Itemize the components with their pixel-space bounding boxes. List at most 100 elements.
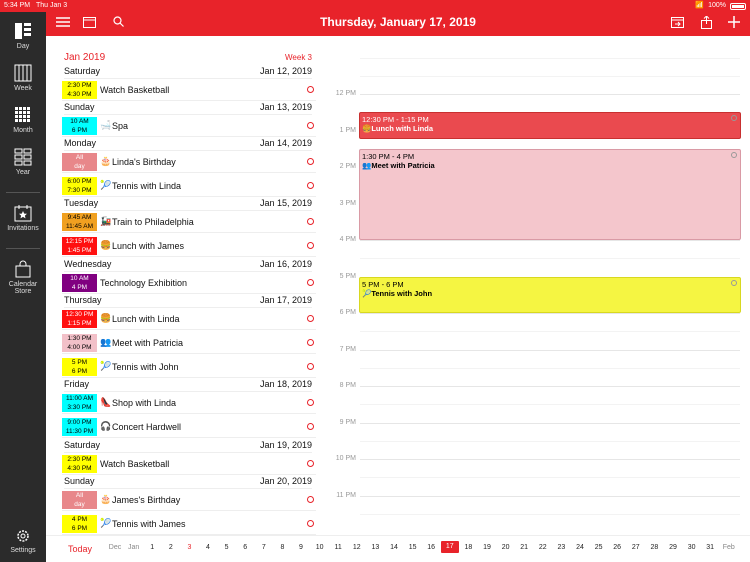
date-strip-day[interactable]: 27 bbox=[631, 544, 640, 551]
date-strip-day[interactable]: 26 bbox=[613, 544, 622, 551]
agenda-event-row[interactable]: 4 PM 6 PM 🎾 Tennis with James bbox=[62, 513, 316, 535]
event-end: 6 PM bbox=[71, 367, 88, 375]
date-strip-day[interactable]: 25 bbox=[594, 544, 603, 551]
close-icon[interactable] bbox=[731, 115, 737, 121]
date-strip-day[interactable]: 2 bbox=[168, 544, 173, 551]
month-view-icon bbox=[15, 107, 30, 122]
sidebar-item-week[interactable]: Week bbox=[0, 64, 46, 92]
timeline-event[interactable]: 5 PM - 6 PM 🎾Tennis with John bbox=[359, 277, 741, 313]
agenda-event-row[interactable]: 11:00 AM 3:30 PM 👠 Shop with Linda bbox=[62, 392, 316, 414]
sidebar-item-calendar-store[interactable]: Calendar Store bbox=[0, 260, 46, 295]
date-strip-day[interactable]: 19 bbox=[483, 544, 491, 551]
calendar-icon[interactable] bbox=[83, 16, 96, 28]
agenda-event-row[interactable]: 12:15 PM 1:45 PM 🍔 Lunch with James bbox=[62, 235, 316, 257]
search-icon[interactable] bbox=[113, 16, 124, 27]
hour-label: 2 PM bbox=[339, 163, 356, 170]
recurring-icon bbox=[307, 520, 314, 527]
recurring-icon bbox=[307, 315, 314, 322]
date-strip-day[interactable]: 6 bbox=[243, 544, 248, 551]
timeline-event-title: 🎾Tennis with John bbox=[362, 289, 738, 298]
sidebar-item-invitations[interactable]: Invitations bbox=[0, 204, 46, 232]
agenda-event-row[interactable]: 10 AM 4 PM Technology Exhibition bbox=[62, 272, 316, 294]
event-time-badge: 2:30 PM 4:30 PM bbox=[62, 455, 97, 473]
sidebar-item-label: Day bbox=[16, 43, 30, 50]
date-strip-day[interactable]: 7 bbox=[261, 544, 266, 551]
date-strip-day[interactable]: 31 bbox=[706, 544, 715, 551]
timeline-event[interactable]: 12:30 PM - 1:15 PM 🍔Lunch with Linda bbox=[359, 112, 741, 139]
event-time-badge: All day bbox=[62, 491, 97, 509]
agenda-event-row[interactable]: 6:00 PM 7:30 PM 🎾 Tennis with Linda bbox=[62, 175, 316, 197]
share-icon[interactable] bbox=[701, 16, 712, 29]
date-strip-day[interactable]: Feb bbox=[722, 544, 735, 551]
hour-label: 9 PM bbox=[339, 418, 356, 426]
date-strip-day[interactable]: 17 bbox=[440, 541, 459, 553]
event-start: 2:30 PM bbox=[67, 456, 92, 463]
battery-percent: 100% bbox=[708, 2, 726, 9]
day-name: Wednesday bbox=[64, 259, 112, 269]
agenda-event-row[interactable]: 9:45 AM 11:45 AM 🚂 Train to Philadelphia bbox=[62, 211, 316, 233]
date-strip-day[interactable]: 10 bbox=[315, 544, 324, 551]
date-strip-day[interactable]: 21 bbox=[520, 544, 529, 551]
date-strip-day[interactable]: 28 bbox=[650, 544, 659, 551]
day-name: Sunday bbox=[64, 102, 95, 112]
day-date: Jan 19, 2019 bbox=[259, 440, 312, 450]
event-end: 6 PM bbox=[71, 524, 88, 532]
sidebar-divider bbox=[6, 248, 40, 249]
today-button[interactable]: Today bbox=[68, 544, 93, 554]
date-strip-day[interactable]: 5 bbox=[224, 544, 229, 551]
event-start: All bbox=[75, 154, 84, 161]
date-strip-day[interactable]: 11 bbox=[334, 544, 342, 551]
date-strip-day[interactable]: 22 bbox=[538, 544, 547, 551]
add-event-icon[interactable] bbox=[728, 16, 740, 28]
date-strip-day[interactable]: 12 bbox=[352, 544, 361, 551]
sidebar-item-day[interactable]: Day bbox=[0, 22, 46, 50]
event-end: 4:30 PM bbox=[67, 464, 92, 472]
hamburger-menu-icon[interactable] bbox=[56, 16, 70, 28]
date-strip-day[interactable]: 14 bbox=[390, 544, 398, 551]
date-strip-day[interactable]: Jan bbox=[127, 544, 140, 551]
sidebar-item-year[interactable]: Year bbox=[0, 148, 46, 176]
shopping-bag-icon bbox=[15, 260, 31, 278]
date-strip-day[interactable]: 18 bbox=[464, 544, 473, 551]
hour-gridline bbox=[360, 313, 740, 314]
close-icon[interactable] bbox=[731, 280, 737, 286]
agenda-event-row[interactable]: 12:30 PM 1:15 PM 🍔 Lunch with Linda bbox=[62, 308, 316, 330]
agenda-event-row[interactable]: 9:00 PM 11:30 PM 🎧 Concert Hardwell bbox=[62, 416, 316, 438]
recurring-icon bbox=[307, 496, 314, 503]
close-icon[interactable] bbox=[731, 152, 737, 158]
date-strip-day[interactable]: 15 bbox=[408, 544, 417, 551]
agenda-week: Week 3 bbox=[285, 53, 312, 62]
event-title: Lunch with Linda bbox=[112, 314, 180, 324]
sidebar-item-month[interactable]: Month bbox=[0, 106, 46, 134]
timeline-event[interactable]: 1:30 PM - 4 PM 👥Meet with Patricia bbox=[359, 149, 741, 240]
agenda-event-row[interactable]: 10 AM 6 PM 🛁 Spa bbox=[62, 115, 316, 137]
day-name: Sunday bbox=[64, 476, 95, 486]
date-strip-day[interactable]: 24 bbox=[576, 544, 584, 551]
day-date: Jan 14, 2019 bbox=[259, 138, 312, 148]
agenda-event-row[interactable]: 5 PM 6 PM 🎾 Tennis with John bbox=[62, 356, 316, 378]
date-strip-day[interactable]: 1 bbox=[150, 544, 155, 551]
day-header: Sunday Jan 20, 2019 bbox=[64, 475, 312, 489]
agenda-event-row[interactable]: All day 🎂 James's Birthday bbox=[62, 489, 316, 511]
date-strip-day[interactable]: 3 bbox=[187, 544, 192, 551]
event-time-badge: All day bbox=[62, 153, 97, 171]
agenda-event-row[interactable]: 2:30 PM 4:30 PM Watch Basketball bbox=[62, 453, 316, 475]
recurring-icon bbox=[307, 242, 314, 249]
sidebar-item-settings[interactable]: Settings bbox=[0, 528, 46, 554]
date-strip-day[interactable]: 13 bbox=[371, 544, 380, 551]
agenda-event-row[interactable]: 1:30 PM 4:00 PM 👥 Meet with Patricia bbox=[62, 332, 316, 354]
half-hour-gridline bbox=[360, 477, 740, 479]
date-strip-day[interactable]: 20 bbox=[501, 544, 510, 551]
date-strip-day[interactable]: 30 bbox=[687, 544, 696, 551]
date-strip-day[interactable]: Dec bbox=[108, 544, 122, 551]
date-strip-day[interactable]: 29 bbox=[669, 544, 677, 551]
date-strip-day[interactable]: 9 bbox=[299, 544, 303, 551]
go-to-date-icon[interactable] bbox=[671, 16, 684, 28]
date-strip-day[interactable]: 16 bbox=[427, 544, 436, 551]
day-view-icon bbox=[15, 23, 31, 39]
date-strip-day[interactable]: 8 bbox=[280, 544, 285, 551]
date-strip-day[interactable]: 23 bbox=[557, 544, 566, 551]
date-strip-day[interactable]: 4 bbox=[206, 544, 210, 551]
agenda-event-row[interactable]: All day 🎂 Linda's Birthday bbox=[62, 151, 316, 173]
agenda-event-row[interactable]: 2:30 PM 4:30 PM Watch Basketball bbox=[62, 79, 316, 101]
